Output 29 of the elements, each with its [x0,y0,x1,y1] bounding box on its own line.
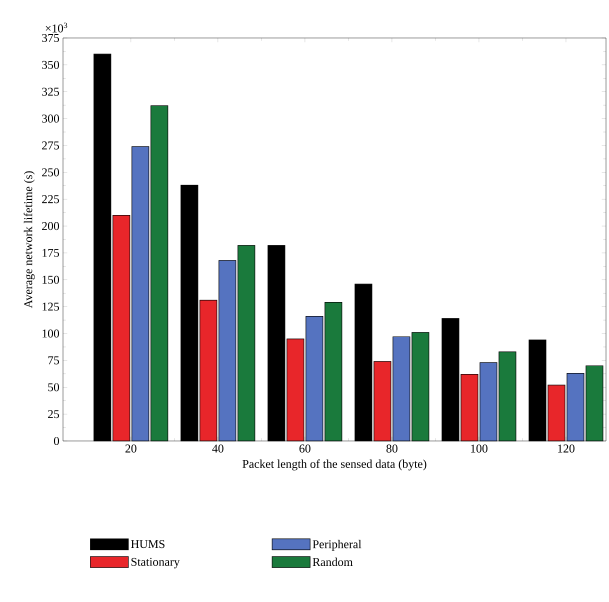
y-tick-label: 300 [42,114,60,123]
legend-label: HUMS [131,540,164,548]
y-tick-label: 200 [42,222,60,230]
legend-label: Random [312,558,353,566]
y-tick-label: 350 [42,60,60,69]
y-tick-label: 375 [42,34,60,42]
y-tick-label: 50 [48,383,60,392]
x-tick-label: 80 [386,444,398,453]
y-tick-label: 225 [42,195,60,204]
y-tick-label: 0 [54,436,60,446]
x-tick-label: 120 [558,444,574,453]
y-tick-label: 275 [42,141,60,150]
legend-label: Peripheral [312,540,362,551]
legend-label: Stationary [131,558,180,568]
y-tick-label: 75 [48,356,60,364]
x-tick-label: 20 [125,444,136,453]
x-tick-label: 100 [471,444,488,453]
y-tick-label: 175 [42,248,60,257]
x-tick-label: 60 [299,444,310,453]
y-tick-label: 25 [48,410,60,418]
y-tick-label: 150 [42,276,60,284]
y-tick-label: 325 [42,88,60,96]
y-axis-title: Average network lifetime (s) [24,171,35,308]
y-tick-label: 250 [42,168,60,176]
text: ×10$^{3}$ [46,22,68,32]
x-axis-title: Packet length of the sensed data (byte) [242,459,426,470]
x-tick-label: 40 [212,444,224,453]
y-tick-label: 100 [42,329,60,338]
y-tick-label: 125 [42,302,60,311]
